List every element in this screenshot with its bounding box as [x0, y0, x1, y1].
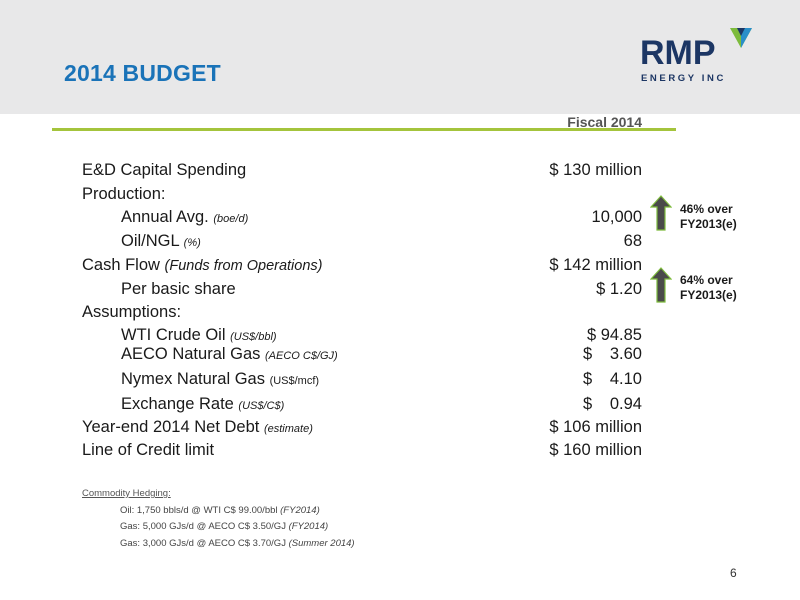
- row-label: Exchange Rate: [121, 395, 234, 413]
- row-per-share: Per basic share: [121, 280, 236, 299]
- row-value: 0.94: [609, 395, 642, 413]
- row-label: Annual Avg.: [121, 208, 209, 226]
- row-exchange-rate: Exchange Rate (US$/C$): [121, 395, 284, 414]
- row-value: 4.10: [609, 370, 642, 388]
- row-label: Oil/NGL: [121, 232, 180, 250]
- row-oil-ngl: Oil/NGL (%): [121, 232, 201, 251]
- row-label: Cash Flow: [82, 256, 160, 274]
- row-qualifier: (Funds from Operations): [164, 258, 323, 274]
- row-capital-spending: E&D Capital Spending: [82, 161, 246, 180]
- row-value: 10,000: [591, 208, 642, 226]
- row-credit-limit: Line of Credit limit: [82, 441, 214, 460]
- row-annual-avg: Annual Avg. (boe/d): [121, 208, 248, 227]
- row-value: $ 142 million: [549, 256, 642, 274]
- hedging-item: Gas: 5,000 GJs/d @ AECO C$ 3.50/GJ (FY20…: [120, 521, 329, 532]
- logo-chevron-icon: [730, 28, 752, 48]
- row-value: $ 130 million: [549, 161, 642, 179]
- row-cash-flow: Cash Flow (Funds from Operations): [82, 256, 323, 275]
- hedging-item: Gas: 3,000 GJs/d @ AECO C$ 3.70/GJ (Summ…: [120, 538, 355, 549]
- row-dollar-sign: $: [583, 345, 593, 363]
- header-divider: [52, 128, 676, 131]
- row-qualifier: (US$/C$): [238, 400, 285, 412]
- row-value: $ 94.85: [586, 326, 642, 344]
- row-label: AECO Natural Gas: [121, 345, 261, 363]
- row-label: WTI Crude Oil: [121, 326, 226, 344]
- logo-name: RMP: [640, 34, 716, 72]
- row-dollar-sign: $: [583, 395, 593, 413]
- row-assumptions: Assumptions:: [82, 303, 181, 322]
- cashflow-growth-note: 64% over FY2013(e): [680, 273, 737, 302]
- row-nymex: Nymex Natural Gas (US$/mcf): [121, 370, 319, 389]
- row-dollar-sign: $: [583, 370, 593, 388]
- row-value: 68: [623, 232, 642, 250]
- row-value: $ 1.20: [596, 280, 642, 298]
- up-arrow-icon: [650, 267, 672, 303]
- row-label: Nymex Natural Gas: [121, 370, 265, 388]
- up-arrow-icon: [650, 195, 672, 231]
- row-value: $ 160 million: [549, 441, 642, 459]
- row-qualifier: (US$/bbl): [230, 331, 277, 343]
- company-logo: RMP ENERGY INC: [640, 28, 752, 88]
- production-growth-note: 46% over FY2013(e): [680, 202, 737, 231]
- slide-title: 2014 BUDGET: [64, 60, 221, 86]
- hedging-title: Commodity Hedging:: [82, 488, 171, 499]
- row-aeco: AECO Natural Gas (AECO C$/GJ): [121, 345, 338, 364]
- row-qualifier: (AECO C$/GJ): [264, 350, 338, 362]
- row-label: Assumptions:: [82, 303, 182, 321]
- row-qualifier: (%): [183, 237, 201, 249]
- row-label: E&D Capital Spending: [82, 161, 247, 179]
- row-label: Line of Credit limit: [82, 441, 215, 459]
- row-production: Production:: [82, 185, 165, 204]
- row-label: Per basic share: [121, 280, 236, 298]
- row-wti: WTI Crude Oil (US$/bbl): [121, 326, 277, 345]
- header-band: [0, 0, 800, 114]
- row-label: Year-end 2014 Net Debt: [82, 418, 260, 436]
- page-number: 6: [730, 566, 737, 580]
- logo-tagline: ENERGY INC: [641, 73, 726, 84]
- hedging-item: Oil: 1,750 bbls/d @ WTI C$ 99.00/bbl (FY…: [120, 505, 320, 516]
- row-label: Production:: [82, 185, 166, 203]
- row-qualifier: (US$/mcf): [269, 375, 320, 387]
- row-qualifier: (boe/d): [213, 213, 249, 225]
- row-value: 3.60: [609, 345, 642, 363]
- row-value: $ 106 million: [549, 418, 642, 436]
- fiscal-column-header: Fiscal 2014: [567, 114, 642, 130]
- row-net-debt: Year-end 2014 Net Debt (estimate): [82, 418, 313, 437]
- row-qualifier: (estimate): [263, 423, 313, 435]
